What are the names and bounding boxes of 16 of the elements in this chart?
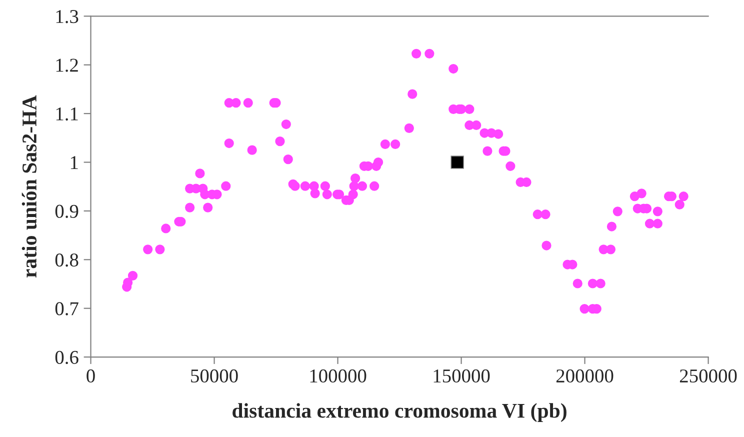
y-tick-label: 0.8: [55, 253, 78, 267]
y-tick-label: 1.1: [56, 107, 78, 121]
y-axis-title: ratio unión Sas2-HA: [22, 95, 37, 278]
x-tick-label: 0: [86, 369, 95, 383]
y-tick-label: 1: [70, 156, 78, 169]
x-axis-title: distancia extremo cromosoma VI (pb): [232, 403, 566, 422]
y-tick-label: 0.6: [55, 350, 78, 364]
x-tick-label: 50000: [191, 369, 238, 383]
x-tick-label: 250000: [680, 369, 737, 383]
x-tick-label: 150000: [434, 369, 490, 383]
x-tick-label: 100000: [310, 369, 366, 383]
y-tick-label: 1.2: [56, 58, 78, 72]
y-tick-label: 0.9: [55, 204, 78, 218]
y-tick-label: 1.3: [56, 10, 78, 24]
y-tick-label: 0.7: [55, 302, 78, 316]
x-tick-label: 200000: [556, 369, 614, 383]
